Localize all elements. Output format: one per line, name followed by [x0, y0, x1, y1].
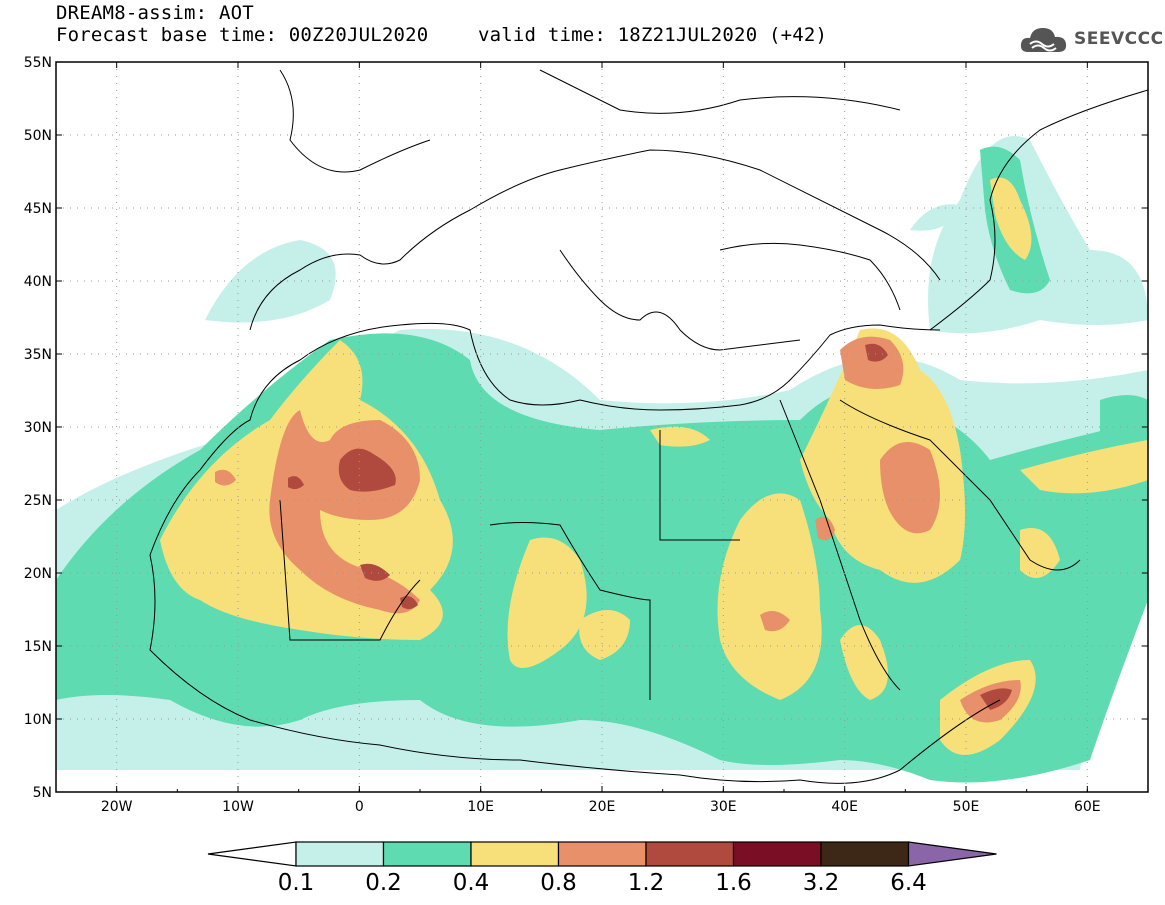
seevccc-logo: SEEVCCC: [1018, 22, 1164, 56]
aot-band-1.2-1.6: [288, 343, 1012, 710]
lat-label-55N: 55N: [24, 55, 52, 71]
lat-label-30N: 30N: [24, 420, 52, 436]
colorbar-label-6.4: 6.4: [890, 870, 927, 896]
colorbar-label-1.6: 1.6: [715, 870, 752, 896]
colorbar-swatch-lt04: [382, 841, 472, 867]
lat-label-25N: 25N: [24, 493, 52, 509]
lon-label-30E: 30E: [710, 799, 737, 815]
colorbar-label-0.1: 0.1: [277, 870, 315, 896]
map-frame: [55, 61, 1149, 793]
colorbar-swatch-lt64: [820, 841, 910, 867]
lon-label-50E: 50E: [953, 799, 980, 815]
lat-label-50N: 50N: [24, 128, 52, 144]
colorbar-label-0.4: 0.4: [452, 870, 490, 896]
lat-label-15N: 15N: [24, 639, 52, 655]
colorbar-swatch-lt16: [645, 841, 735, 867]
lat-label-5N: 5N: [33, 785, 52, 801]
colorbar-label-0.2: 0.2: [365, 870, 402, 896]
cloud-icon: [1020, 28, 1067, 52]
lat-label-20N: 20N: [24, 566, 52, 582]
colorbar-label-0.8: 0.8: [540, 870, 577, 896]
colorbar-swatch-lt32: [732, 841, 822, 867]
lon-label-40E: 40E: [831, 799, 858, 815]
colorbar-arrow-low: [207, 841, 297, 867]
title-dataset: DREAM8-assim: AOT: [56, 2, 254, 24]
title-base-time: Forecast base time: 00Z20JUL2020: [56, 24, 429, 46]
lat-label-40N: 40N: [24, 274, 52, 290]
lat-label-45N: 45N: [24, 201, 52, 217]
colorbar-swatch-lt02: [295, 841, 385, 867]
colorbar-arrow-high: [907, 841, 997, 867]
lon-label-20W: 20W: [101, 799, 133, 815]
lat-label-35N: 35N: [24, 347, 52, 363]
coastlines-borders: [149, 69, 1148, 784]
colorbar-swatch-lt08: [470, 841, 560, 867]
colorbar: [207, 841, 997, 867]
title-valid-time: valid time: 18Z21JUL2020 (+42): [478, 24, 828, 46]
lon-label-0: 0: [355, 799, 364, 815]
colorbar-label-3.2: 3.2: [802, 870, 840, 896]
lon-label-60E: 60E: [1074, 799, 1101, 815]
lat-label-10N: 10N: [24, 712, 52, 728]
colorbar-label-1.2: 1.2: [627, 870, 665, 896]
colorbar-swatch-lt12: [557, 841, 647, 867]
logo-text: SEEVCCC: [1074, 29, 1164, 49]
lon-label-10E: 10E: [467, 799, 494, 815]
lat-lon-grid: [56, 62, 1148, 792]
lon-label-20E: 20E: [589, 799, 616, 815]
lon-label-10W: 10W: [222, 799, 254, 815]
